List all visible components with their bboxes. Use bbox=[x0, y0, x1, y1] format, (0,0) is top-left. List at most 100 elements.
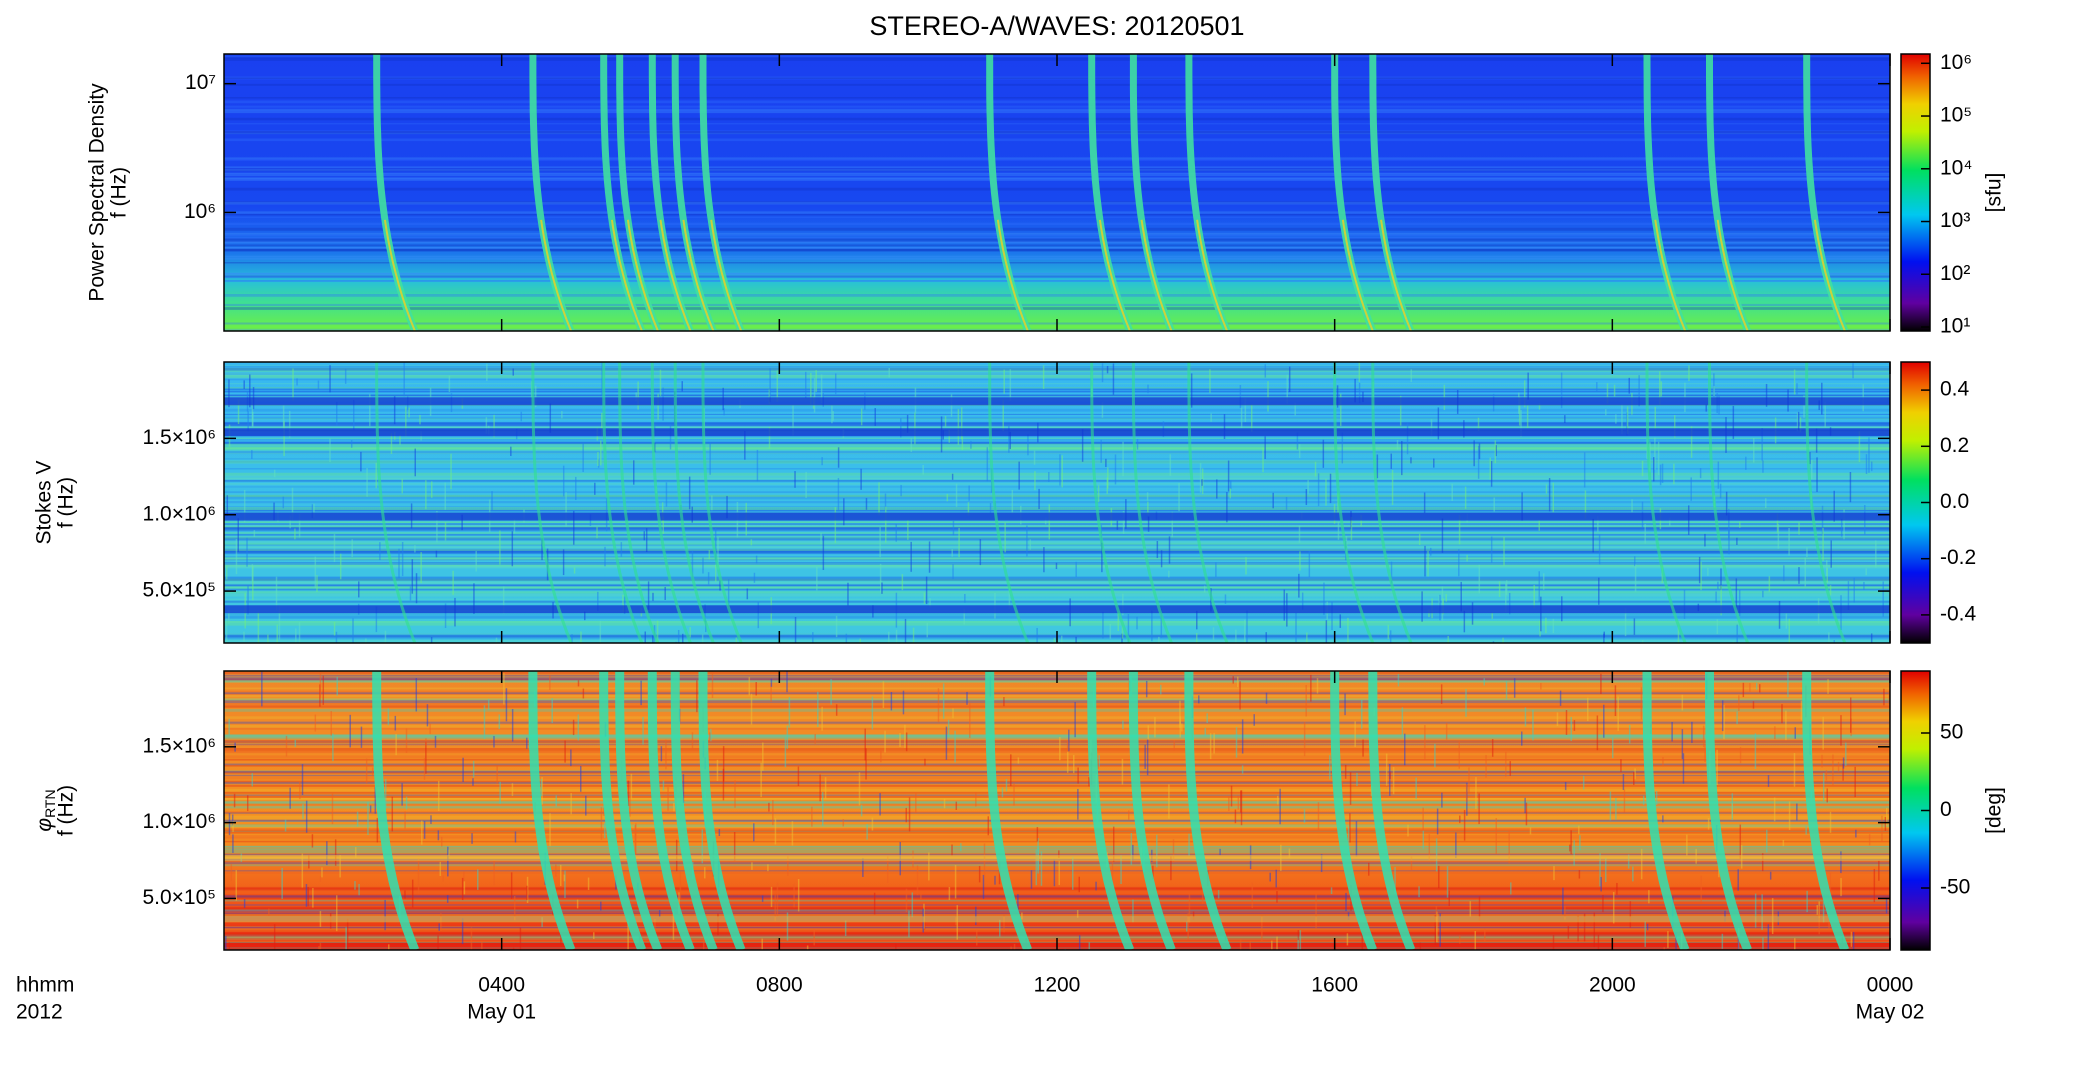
colorbar-tick-label: 10² bbox=[1940, 262, 1970, 285]
y-tick-label: 1.5×10⁶ bbox=[143, 426, 216, 449]
y-axis-label: f (Hz) bbox=[55, 785, 78, 836]
colorbar-tick-label: -50 bbox=[1940, 876, 1970, 899]
burst bbox=[615, 671, 663, 950]
spectrogram-image bbox=[224, 671, 1890, 950]
burst-core bbox=[531, 54, 573, 331]
y-axis-subscript: RTN bbox=[42, 789, 58, 818]
burst-core bbox=[674, 54, 715, 331]
burst bbox=[1368, 671, 1416, 950]
burst bbox=[1184, 671, 1232, 950]
burst bbox=[531, 362, 573, 643]
x-row-label: 2012 bbox=[16, 1001, 63, 1024]
date-label: May 01 bbox=[467, 1001, 536, 1024]
band bbox=[224, 605, 1890, 614]
y-tick-label: 10⁷ bbox=[185, 71, 216, 94]
spectrogram-image bbox=[224, 54, 1890, 331]
burst-core bbox=[651, 54, 692, 331]
spectrogram-image bbox=[224, 362, 1890, 643]
burst bbox=[701, 362, 743, 643]
burst bbox=[1131, 362, 1173, 643]
burst bbox=[602, 362, 644, 643]
burst bbox=[372, 671, 420, 950]
colorbar bbox=[1900, 53, 1931, 332]
colorbar-tick-label: -0.4 bbox=[1940, 602, 1977, 625]
burst bbox=[1128, 671, 1176, 950]
burst-core bbox=[1646, 54, 1687, 331]
burst bbox=[670, 671, 718, 950]
colorbar-tick-label: 10⁶ bbox=[1940, 51, 1972, 74]
band bbox=[224, 428, 1890, 437]
colorbar-tick-label: 10⁴ bbox=[1940, 156, 1972, 179]
burst bbox=[1705, 671, 1752, 950]
y-tick-label: 1.5×10⁶ bbox=[143, 734, 216, 757]
y-tick-label: 1.0×10⁶ bbox=[143, 810, 216, 833]
chart-title: STEREO-A/WAVES: 20120501 bbox=[869, 11, 1244, 41]
y-tick-label: 1.0×10⁶ bbox=[143, 502, 216, 525]
colorbar-tick-label: 0.0 bbox=[1940, 490, 1969, 513]
burst bbox=[650, 362, 692, 643]
burst-core bbox=[1090, 54, 1131, 331]
burst-core bbox=[988, 54, 1029, 331]
band bbox=[224, 916, 1890, 923]
colorbar-tick-label: 10¹ bbox=[1940, 315, 1970, 338]
burst bbox=[698, 671, 746, 950]
burst-core bbox=[702, 54, 743, 331]
colorbar-tick-label: -0.2 bbox=[1940, 546, 1976, 569]
burst bbox=[1087, 671, 1135, 950]
burst bbox=[1805, 362, 1847, 643]
burst bbox=[528, 671, 576, 950]
colorbar-tick-label: 0 bbox=[1940, 798, 1952, 821]
colorbar-tick-label: 50 bbox=[1940, 721, 1963, 744]
y-axis-label: Stokes V bbox=[33, 460, 56, 544]
x-tick-label: 2000 bbox=[1589, 974, 1636, 997]
burst bbox=[647, 671, 695, 950]
band bbox=[224, 512, 1890, 521]
burst bbox=[618, 362, 660, 643]
burst bbox=[1645, 362, 1687, 643]
burst-core bbox=[1805, 54, 1846, 331]
burst-core bbox=[1708, 54, 1749, 331]
burst bbox=[1090, 362, 1132, 643]
colorbar-tick-label: 0.4 bbox=[1940, 378, 1970, 401]
burst bbox=[988, 362, 1030, 643]
burst bbox=[375, 362, 417, 643]
colorbar-tick-label: 10⁵ bbox=[1940, 104, 1972, 127]
x-tick-label: 1200 bbox=[1034, 974, 1081, 997]
y-axis-label: f (Hz) bbox=[108, 167, 131, 218]
x-tick-label: 1600 bbox=[1311, 974, 1358, 997]
y-axis-label: φRTN bbox=[33, 789, 58, 831]
burst-core bbox=[1371, 54, 1412, 331]
burst bbox=[1708, 362, 1750, 643]
background bbox=[224, 671, 1890, 950]
background bbox=[224, 54, 1890, 331]
burst bbox=[1333, 362, 1375, 643]
y-axis-label: Power Spectral Density bbox=[86, 83, 109, 302]
burst bbox=[673, 362, 715, 643]
burst bbox=[1802, 671, 1850, 950]
x-tick-label: 0400 bbox=[478, 974, 525, 997]
x-row-label: hhmm bbox=[16, 974, 74, 997]
colorbar-tick-label: 10³ bbox=[1940, 209, 1970, 232]
burst-core bbox=[602, 54, 643, 331]
burst bbox=[985, 671, 1032, 950]
background bbox=[224, 362, 1890, 643]
colorbar-tick-label: 0.2 bbox=[1940, 434, 1969, 457]
x-tick-label: 0000 bbox=[1867, 974, 1914, 997]
burst-core bbox=[1187, 54, 1229, 331]
burst bbox=[1330, 671, 1377, 950]
colorbar-label: [sfu] bbox=[1983, 173, 2006, 213]
y-tick-label: 5.0×10⁵ bbox=[142, 579, 216, 602]
y-tick-label: 5.0×10⁵ bbox=[142, 886, 216, 909]
burst-core bbox=[1132, 54, 1173, 331]
burst-core bbox=[618, 54, 659, 331]
colorbar-label: [deg] bbox=[1983, 787, 2006, 834]
burst-core bbox=[375, 54, 416, 331]
burst bbox=[1642, 671, 1690, 950]
y-axis-symbol: φ bbox=[33, 818, 56, 832]
burst bbox=[599, 671, 647, 950]
y-axis-label: f (Hz) bbox=[55, 477, 78, 528]
band bbox=[224, 397, 1890, 406]
burst bbox=[1187, 362, 1229, 643]
x-tick-label: 0800 bbox=[756, 974, 803, 997]
